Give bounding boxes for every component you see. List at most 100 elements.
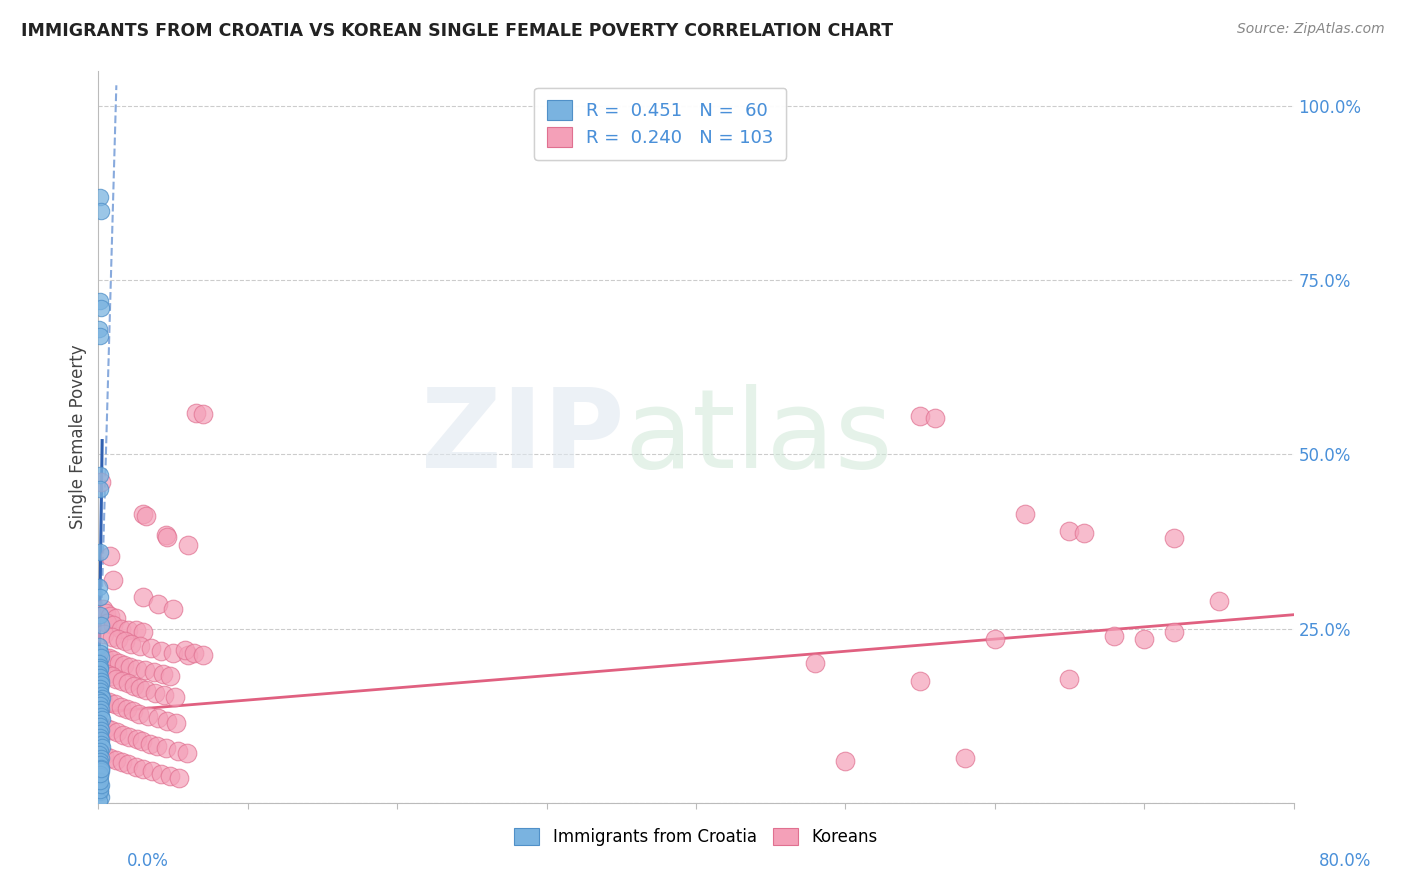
- Point: [105, 753, 128, 767]
- Point: [89, 639, 111, 653]
- Point: [146, 739, 169, 753]
- Point: [89, 715, 111, 730]
- Point: [90, 733, 112, 747]
- Point: [132, 591, 155, 605]
- Point: [89, 190, 111, 204]
- Point: [90, 673, 112, 688]
- Point: [142, 665, 165, 679]
- Text: Source: ZipAtlas.com: Source: ZipAtlas.com: [1237, 22, 1385, 37]
- Point: [125, 731, 148, 746]
- Point: [89, 726, 111, 740]
- Point: [90, 677, 112, 691]
- Point: [89, 718, 111, 732]
- Point: [91, 692, 114, 706]
- Point: [191, 407, 214, 421]
- Point: [191, 648, 214, 662]
- Point: [90, 761, 112, 775]
- Text: 80.0%: 80.0%: [1319, 852, 1371, 870]
- Point: [167, 772, 190, 786]
- Point: [89, 468, 111, 483]
- Point: [139, 737, 162, 751]
- Point: [1163, 625, 1185, 640]
- Point: [90, 778, 112, 792]
- Point: [114, 634, 136, 648]
- Point: [89, 747, 111, 761]
- Point: [953, 750, 976, 764]
- Point: [184, 406, 207, 420]
- Point: [166, 743, 188, 757]
- Point: [162, 646, 184, 660]
- Point: [89, 692, 111, 706]
- Point: [91, 712, 114, 726]
- Text: 0.0%: 0.0%: [127, 852, 169, 870]
- Text: IMMIGRANTS FROM CROATIA VS KOREAN SINGLE FEMALE POVERTY CORRELATION CHART: IMMIGRANTS FROM CROATIA VS KOREAN SINGLE…: [21, 22, 893, 40]
- Point: [89, 698, 111, 713]
- Point: [103, 618, 125, 632]
- Point: [908, 409, 931, 424]
- Point: [112, 727, 135, 741]
- Point: [89, 780, 111, 795]
- Point: [110, 622, 132, 636]
- Point: [148, 711, 170, 725]
- Point: [128, 706, 150, 721]
- Point: [96, 667, 118, 681]
- Point: [91, 740, 114, 755]
- Point: [134, 664, 156, 678]
- Point: [159, 769, 181, 783]
- Point: [127, 662, 149, 676]
- Point: [96, 616, 118, 631]
- Point: [89, 684, 111, 698]
- Point: [103, 573, 125, 587]
- Point: [804, 657, 827, 671]
- Point: [90, 665, 112, 679]
- Point: [93, 627, 115, 641]
- Point: [155, 741, 177, 756]
- Point: [1208, 594, 1230, 608]
- Point: [177, 648, 200, 662]
- Point: [89, 662, 111, 676]
- Point: [100, 723, 122, 737]
- Point: [90, 708, 112, 723]
- Point: [1163, 531, 1185, 545]
- Point: [143, 686, 166, 700]
- Point: [90, 475, 112, 490]
- Point: [125, 623, 148, 637]
- Point: [89, 545, 111, 559]
- Point: [89, 785, 111, 799]
- Point: [90, 750, 112, 764]
- Point: [131, 734, 153, 748]
- Point: [89, 660, 111, 674]
- Point: [90, 301, 112, 316]
- Point: [98, 609, 122, 624]
- Point: [90, 695, 112, 709]
- Point: [93, 748, 115, 763]
- Point: [103, 653, 125, 667]
- Point: [1059, 524, 1081, 538]
- Point: [156, 714, 179, 728]
- Point: [174, 642, 197, 657]
- Point: [136, 708, 159, 723]
- Point: [121, 704, 143, 718]
- Point: [132, 625, 155, 640]
- Point: [129, 681, 152, 695]
- Point: [1133, 632, 1156, 646]
- Point: [89, 783, 111, 797]
- Point: [156, 530, 179, 544]
- Point: [89, 766, 111, 780]
- Point: [155, 527, 177, 541]
- Point: [89, 322, 111, 336]
- Point: [89, 646, 111, 660]
- Legend: R =  0.451   N =  60, R =  0.240   N = 103: R = 0.451 N = 60, R = 0.240 N = 103: [534, 87, 786, 160]
- Point: [141, 764, 163, 779]
- Point: [120, 637, 142, 651]
- Point: [153, 688, 176, 702]
- Point: [91, 602, 114, 616]
- Point: [115, 702, 138, 716]
- Point: [89, 757, 111, 772]
- Point: [105, 672, 128, 686]
- Point: [89, 730, 111, 744]
- Point: [89, 773, 111, 788]
- Point: [135, 682, 157, 697]
- Point: [118, 730, 141, 744]
- Point: [107, 632, 129, 646]
